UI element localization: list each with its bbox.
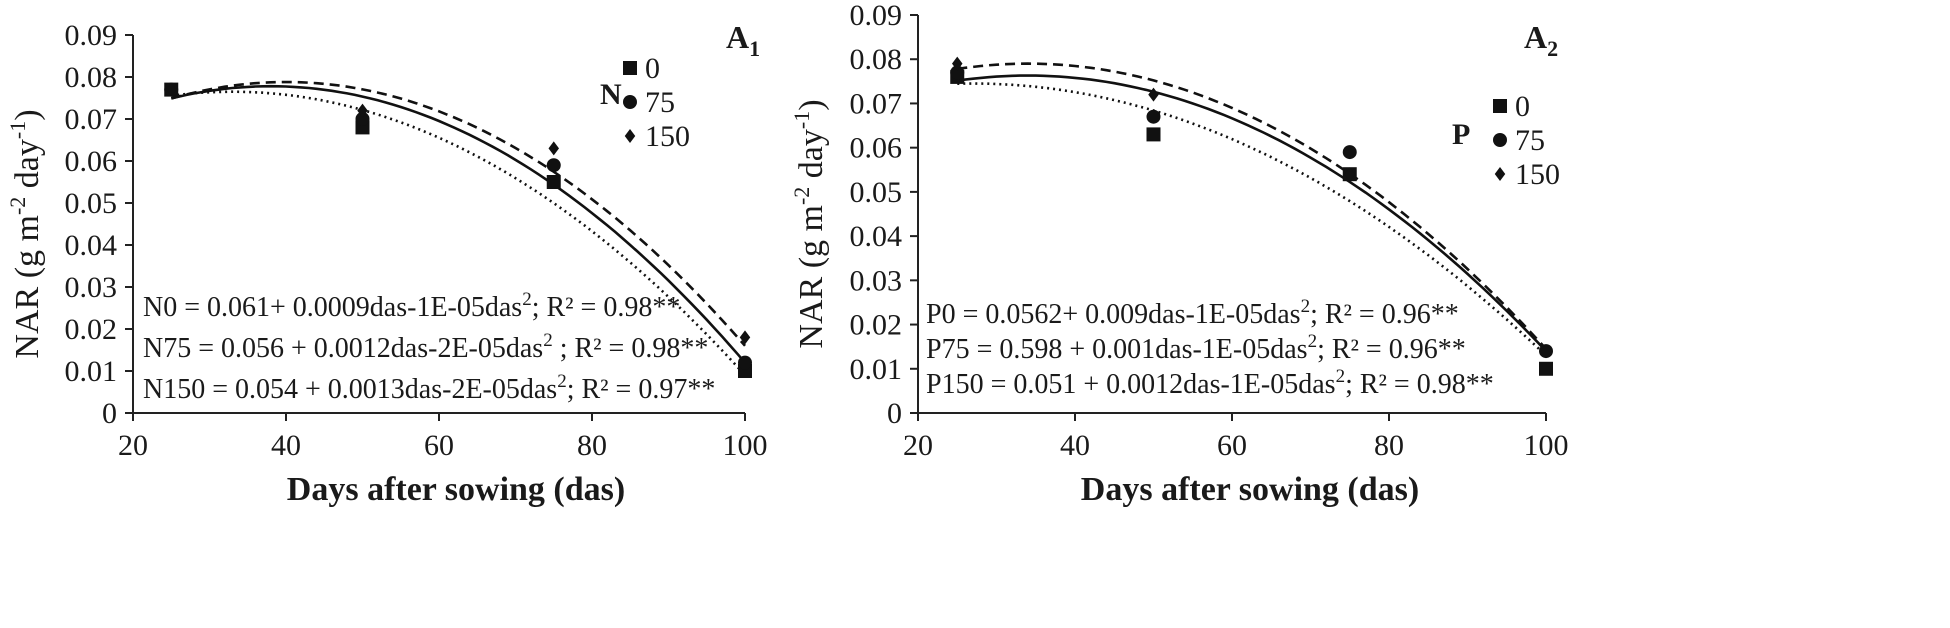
regression-equation: P150 = 0.051 + 0.0012das-1E-05das2; R² =… [926, 366, 1494, 400]
data-point-circle-75 [1342, 145, 1357, 160]
data-point-diamond-150 [952, 56, 963, 71]
data-point-circle-75 [355, 112, 370, 126]
data-point-diamond-150 [739, 330, 751, 345]
x-tick-label: 60 [424, 429, 454, 462]
y-tick-label: 0.01 [850, 353, 903, 386]
x-tick-label: 80 [1374, 429, 1404, 462]
y-tick-label: 0.06 [850, 132, 903, 165]
fit-curve-dotted [957, 82, 1547, 357]
x-tick-label: 20 [903, 429, 933, 462]
x-tick-label: 40 [271, 429, 301, 462]
y-tick-label: 0.08 [850, 43, 903, 76]
y-tick-label: 0 [102, 397, 117, 430]
data-point-diamond-150 [548, 141, 559, 156]
data-point-diamond-150 [1540, 344, 1552, 359]
y-tick-label: 0.09 [65, 19, 118, 52]
fit-curve-solid [957, 74, 1547, 352]
y-tick-label: 0.03 [65, 271, 118, 304]
data-point-circle-75 [546, 158, 561, 173]
panel-A1: 0 0.01 0.02 0.03 0.04 0.05 0.06 0.07 0.08 0.09 20 4… [5, 19, 768, 508]
panel-label: A2 [1524, 19, 1558, 61]
regression-equation: P75 = 0.598 + 0.001das-1E-05das2; R² = 0… [926, 331, 1466, 365]
legend-marker-0 [623, 61, 637, 75]
legend-marker-150 [624, 129, 636, 143]
y-tick-label: 0.02 [65, 313, 118, 346]
data-point-diamond-150 [357, 103, 368, 118]
regression-equation: N150 = 0.054 + 0.0013das-2E-05das2; R² =… [143, 371, 715, 405]
legend-label-0: 0 [645, 52, 660, 85]
data-point-circle-75 [738, 355, 752, 370]
x-axis-title: Days after sowing (das) [287, 471, 625, 508]
y-tick-label: 0.09 [850, 0, 903, 32]
legend-label-75: 75 [645, 86, 675, 119]
panel-label: A1 [726, 19, 760, 61]
legend-marker-75 [1493, 133, 1507, 147]
legend-marker-0 [1493, 99, 1507, 113]
legend-label-150: 150 [645, 120, 690, 153]
y-tick-label: 0.07 [850, 87, 903, 120]
data-point-square-0 [546, 175, 561, 189]
x-tick-label: 100 [1524, 429, 1569, 462]
y-tick-label: 0.03 [850, 264, 903, 297]
y-tick-label: 0.06 [65, 145, 118, 178]
fit-curve-dashed [170, 80, 746, 347]
y-axis-title: NAR (g m-2 day-1) [789, 99, 830, 348]
y-tick-label: 0.01 [65, 355, 118, 388]
fit-curve-dotted [171, 90, 746, 377]
legend-title: P [1452, 118, 1470, 151]
data-point-diamond-150 [1344, 167, 1355, 182]
y-tick-label: 0.04 [850, 220, 903, 253]
fit-curve-dashed [957, 62, 1547, 350]
x-tick-label: 80 [577, 429, 607, 462]
data-point-circle-75 [950, 65, 965, 80]
regression-equation: N0 = 0.061+ 0.0009das-1E-05das2; R² = 0.… [143, 289, 680, 323]
data-point-diamond-150 [1148, 87, 1159, 102]
y-tick-label: 0.05 [850, 176, 903, 209]
data-point-diamond-150 [166, 82, 177, 97]
x-tick-label: 60 [1217, 429, 1247, 462]
y-tick-label: 0.08 [65, 61, 118, 94]
legend-marker-75 [623, 95, 637, 109]
data-point-square-0 [1539, 361, 1553, 376]
legend-marker-150 [1494, 167, 1506, 181]
y-tick-label: 0 [887, 397, 902, 430]
y-axis-title: NAR (g m-2 day-1) [5, 109, 46, 358]
legend-label-150: 150 [1515, 158, 1560, 191]
regression-equation: N75 = 0.056 + 0.0012das-2E-05das2 ; R² =… [143, 330, 708, 364]
y-tick-label: 0.04 [65, 229, 118, 262]
x-tick-label: 100 [723, 429, 768, 462]
regression-equation: P0 = 0.0562+ 0.009das-1E-05das2; R² = 0.… [926, 296, 1459, 330]
panel-A2: 0 0.01 0.02 0.03 0.04 0.05 0.06 0.07 0.08 0.09 20 4… [789, 0, 1569, 508]
legend-label-75: 75 [1515, 124, 1545, 157]
data-point-square-0 [1146, 127, 1161, 142]
legend-title: N [600, 78, 622, 111]
x-tick-label: 40 [1060, 429, 1090, 462]
x-axis-title: Days after sowing (das) [1081, 471, 1419, 508]
y-tick-label: 0.05 [65, 187, 118, 220]
fit-curve-solid [171, 84, 746, 364]
legend-label-0: 0 [1515, 90, 1530, 123]
data-point-circle-75 [1146, 109, 1161, 124]
y-tick-label: 0.02 [850, 309, 903, 342]
y-tick-label: 0.07 [65, 103, 118, 136]
x-tick-label: 20 [118, 429, 148, 462]
